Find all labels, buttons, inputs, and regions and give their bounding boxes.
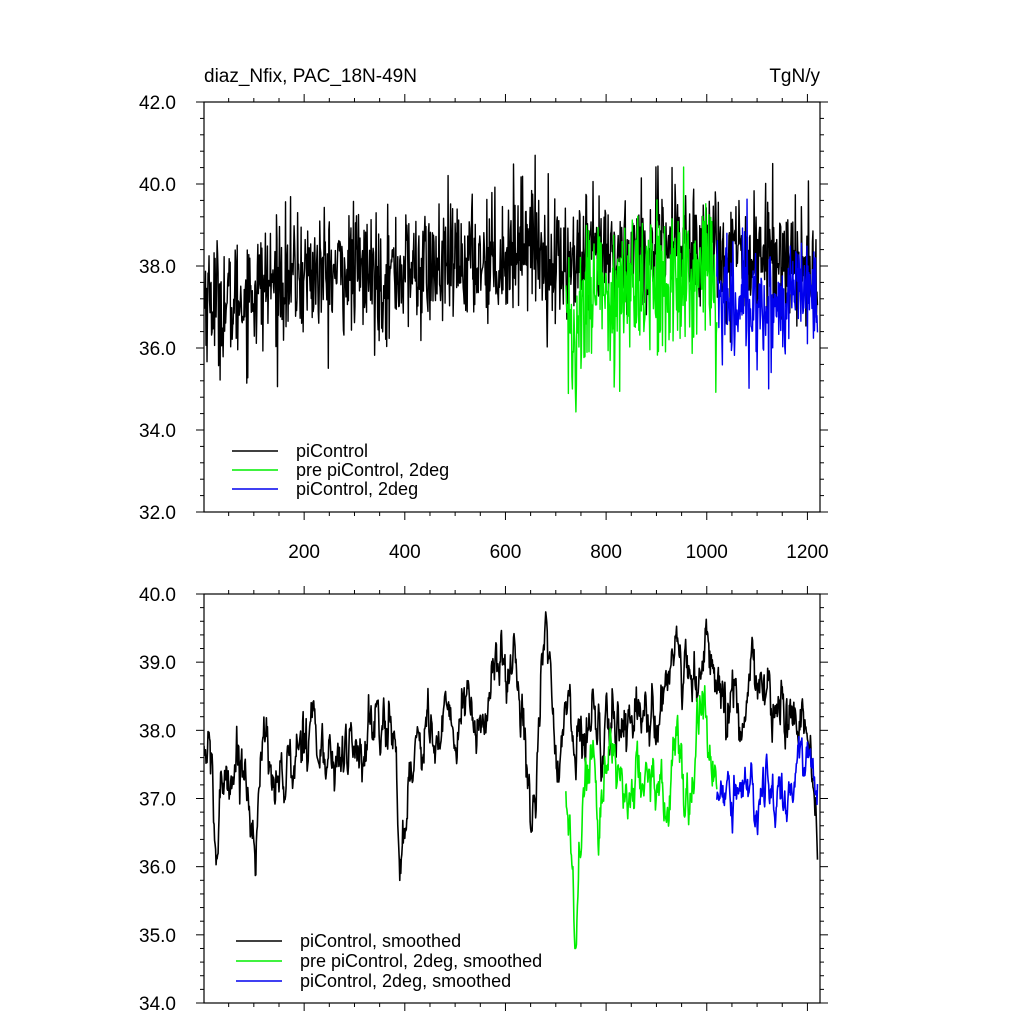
y-tick-label: 32.0 [139,503,176,524]
top-chart-title: diaz_Nfix, PAC_18N-49N [204,66,417,87]
bottom-plot-lines [204,611,819,950]
x-tick-label: 200 [288,542,320,563]
y-tick-label: 36.0 [139,339,176,360]
top-plot-lines [204,154,819,413]
y-tick-label: 38.0 [139,257,176,278]
legend-label-3: piControl, 2deg [296,479,418,499]
series-line-1 [204,611,819,882]
x-tick-label: 400 [389,542,421,563]
y-tick-label: 38.0 [139,721,176,742]
series-line-2 [565,685,718,950]
series-line-1 [204,154,819,388]
legend-label-3: piControl, 2deg, smoothed [300,971,511,991]
x-tick-label: 800 [590,542,622,563]
x-tick-label: 1000 [686,542,728,563]
legend-label-2: pre piControl, 2deg, smoothed [300,951,542,971]
series-line-3 [716,735,819,836]
x-tick-label: 600 [490,542,522,563]
y-tick-label: 34.0 [139,994,176,1015]
top-chart-units: TgN/y [769,66,820,87]
top-plot-frame [203,101,821,513]
x-tick-label: 1200 [786,542,828,563]
y-tick-label: 40.0 [139,175,176,196]
y-tick-label: 39.0 [139,653,176,674]
series-line-3 [716,198,819,390]
y-tick-label: 36.0 [139,858,176,879]
y-tick-label: 42.0 [139,93,176,114]
y-tick-label: 34.0 [139,421,176,442]
bottom-axis-ticks: 34.0 35.0 36.0 37.0 38.0 39.0 40.0 [139,585,828,1015]
y-tick-label: 40.0 [139,585,176,606]
bottom-panel: 34.0 35.0 36.0 37.0 38.0 39.0 40.0 piControl, … [139,585,828,1015]
legend-label-1: piControl, smoothed [300,931,461,951]
legend-label-1: piControl [296,441,368,461]
bottom-plot-frame [203,593,821,1004]
legend-label-2: pre piControl, 2deg [296,460,449,480]
top-axis-ticks: 32.0 34.0 36.0 38.0 40.0 42.0 200 400 600 800 1000… [139,93,829,563]
y-tick-label: 35.0 [139,926,176,947]
top-panel: 32.0 34.0 36.0 38.0 40.0 42.0 200 400 600 800 1000… [139,66,829,563]
series-line-2 [565,166,718,413]
y-tick-label: 37.0 [139,790,176,811]
